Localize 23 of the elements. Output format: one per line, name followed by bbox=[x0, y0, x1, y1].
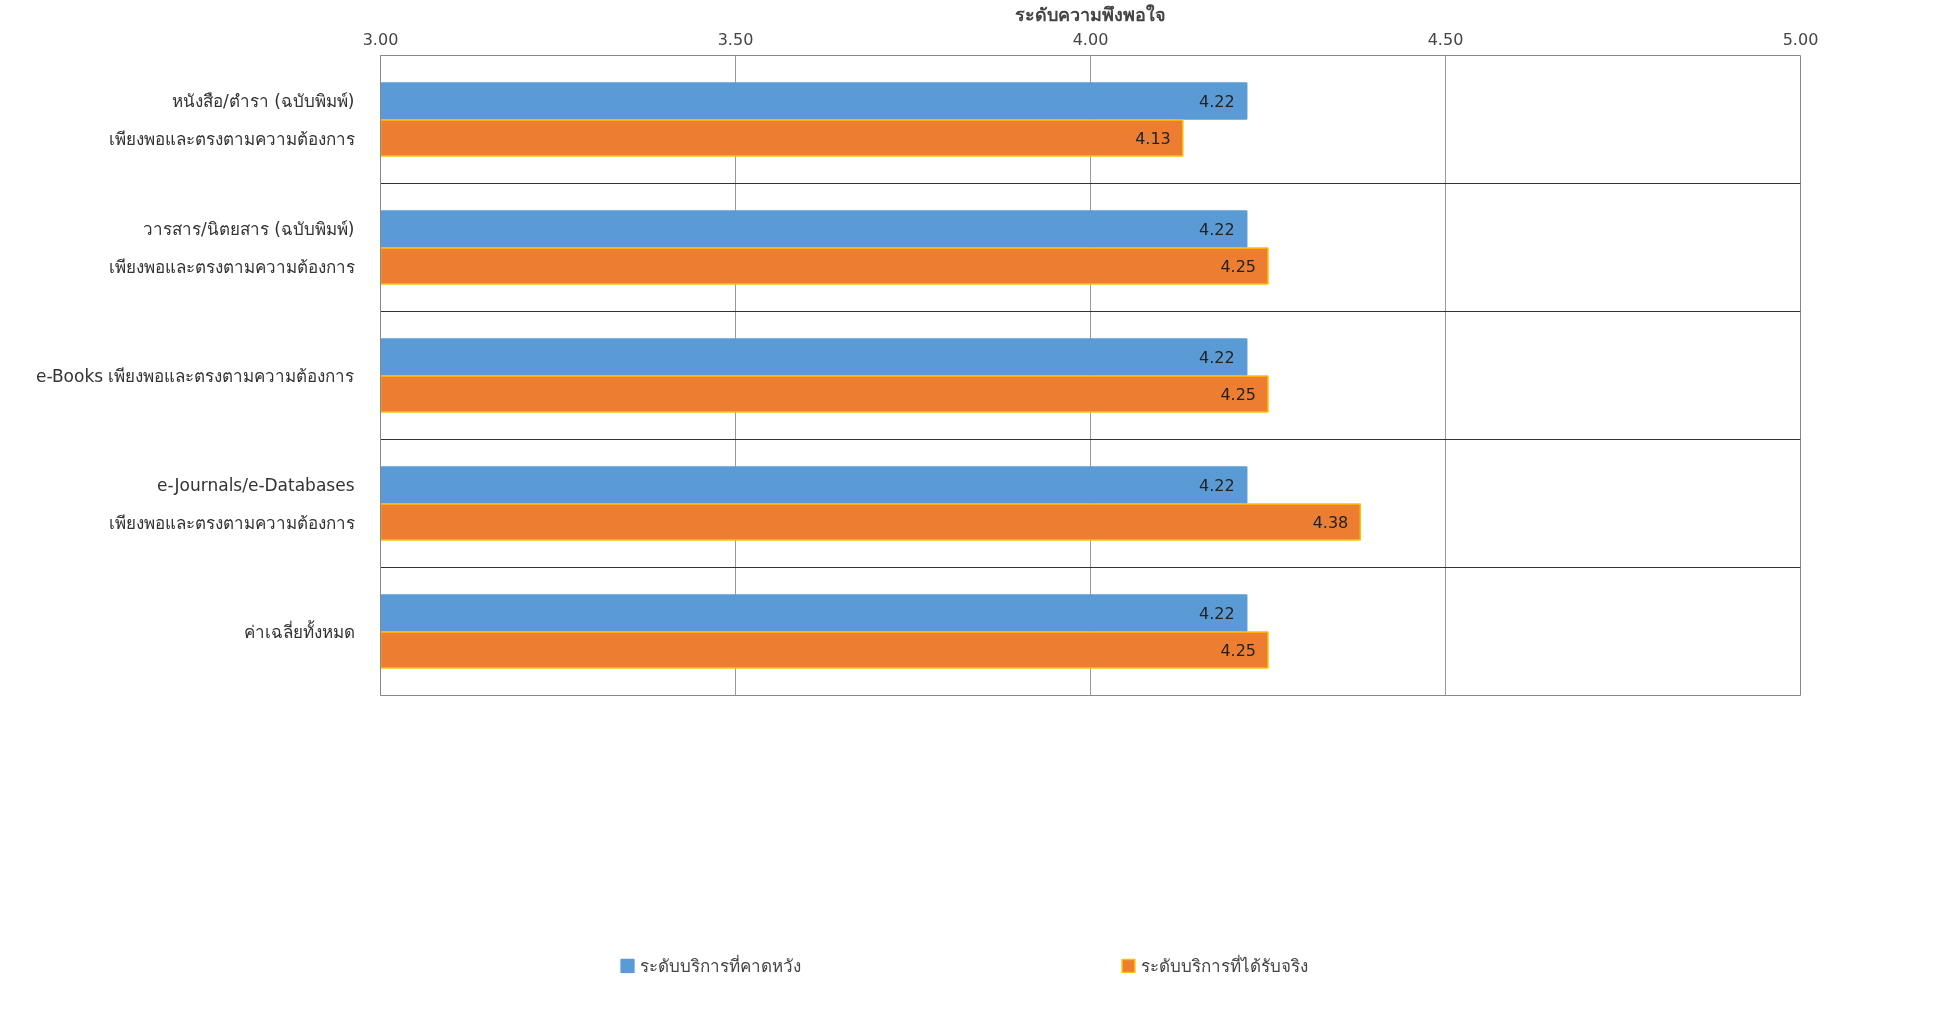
x-axis-title: ระดับความพึงพอใจ bbox=[1015, 3, 1166, 25]
data-label: 4.22 bbox=[1199, 219, 1235, 239]
data-label: 4.38 bbox=[1312, 513, 1349, 533]
x-tick-label: 3.50 bbox=[717, 29, 754, 49]
data-label: 4.22 bbox=[1199, 91, 1235, 111]
y-tick-label: e-Books เพียงพอและตรงตามความต้องการ bbox=[35, 365, 355, 386]
data-label: 4.25 bbox=[1220, 385, 1256, 405]
x-tick-label: 4.50 bbox=[1427, 29, 1464, 49]
data-label: 4.25 bbox=[1220, 641, 1256, 661]
y-tick-label: ค่าเฉลี่ยทั้งหมด bbox=[243, 619, 355, 642]
y-tick-label: หนังสือ/ตำรา (ฉบับพิมพ์) เพียงพอและตรงตามความต้องการ bbox=[108, 90, 355, 149]
legend-label: ระดับบริการที่ได้รับจริง bbox=[1141, 953, 1309, 978]
legend-label: ระดับบริการที่คาดหวัง bbox=[640, 953, 802, 978]
data-label: 4.22 bbox=[1199, 347, 1235, 367]
x-tick-label: 3.00 bbox=[362, 29, 399, 49]
data-label: 4.13 bbox=[1135, 129, 1171, 149]
y-tick-label: e-Journals/e-Databases เพียงพอและตรงตามความต้องการ bbox=[108, 474, 355, 533]
x-tick-label: 5.00 bbox=[1782, 29, 1819, 49]
data-label: 4.22 bbox=[1199, 475, 1235, 495]
data-label: 4.22 bbox=[1199, 603, 1235, 623]
x-tick-label: 4.00 bbox=[1072, 29, 1109, 49]
y-tick-label: วารสาร/นิตยสาร (ฉบับพิมพ์) เพียงพอและตรงตามความต้องการ bbox=[108, 218, 355, 277]
data-label: 4.25 bbox=[1220, 257, 1256, 277]
